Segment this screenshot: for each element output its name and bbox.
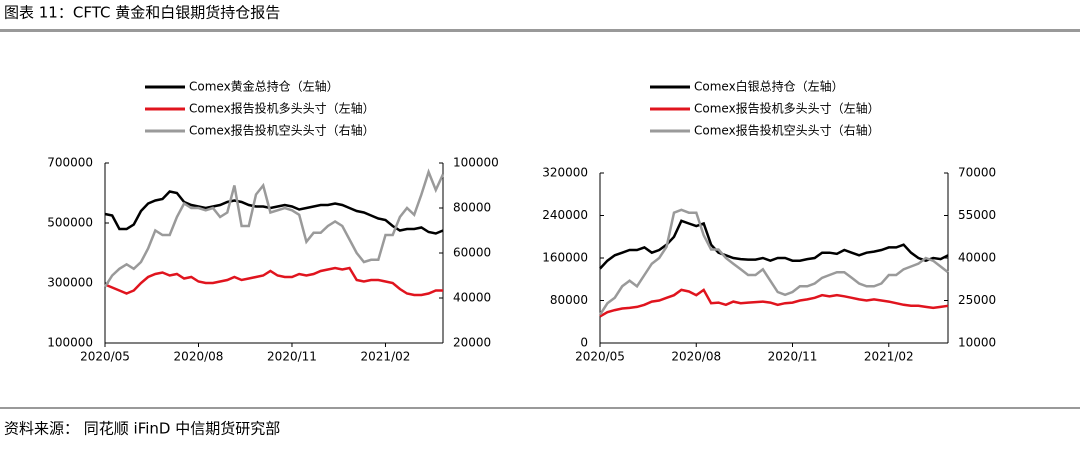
y-tick-label: 320000 <box>542 166 588 180</box>
y-tick-label: 700000 <box>47 156 93 170</box>
y2-tick-label: 20000 <box>453 336 491 350</box>
legend-label: Comex白银总持仓（左轴） <box>694 79 844 94</box>
y2-tick-label: 25000 <box>958 293 996 307</box>
source-note: 资料来源： 同花顺 iFinD 中信期货研究部 <box>4 420 280 438</box>
y2-tick-label: 70000 <box>958 166 996 180</box>
series-line <box>598 208 949 316</box>
series-line <box>599 219 949 270</box>
y-tick-label: 160000 <box>542 251 588 265</box>
series-line <box>103 168 445 288</box>
legend-label: Comex报告投机多头头寸（左轴） <box>694 101 880 116</box>
series-line <box>599 288 949 318</box>
y2-tick-label: 40000 <box>453 291 491 305</box>
y-tick-label: 300000 <box>47 276 93 290</box>
y2-tick-label: 40000 <box>958 251 996 265</box>
x-tick-label: 2020/11 <box>267 350 317 364</box>
footer-rule <box>0 407 1080 409</box>
legend-label: Comex报告投机空头头寸（右轴） <box>189 123 375 138</box>
y-tick-label: 500000 <box>47 216 93 230</box>
legend-label: Comex报告投机多头头寸（左轴） <box>189 101 375 116</box>
x-tick-label: 2021/02 <box>361 350 411 364</box>
x-tick-label: 2020/05 <box>80 350 130 364</box>
y2-tick-label: 60000 <box>453 246 491 260</box>
x-tick-label: 2020/08 <box>671 350 721 364</box>
y-tick-label: 0 <box>580 336 588 350</box>
legend-label: Comex报告投机空头头寸（右轴） <box>694 123 880 138</box>
y-tick-label: 100000 <box>47 336 93 350</box>
x-tick-label: 2020/11 <box>768 350 818 364</box>
x-tick-label: 2020/05 <box>575 350 625 364</box>
y2-tick-label: 55000 <box>958 208 996 222</box>
y2-tick-label: 100000 <box>453 156 499 170</box>
x-tick-label: 2020/08 <box>174 350 224 364</box>
series-line <box>104 190 444 235</box>
y-tick-label: 240000 <box>542 208 588 222</box>
series-line <box>104 266 443 297</box>
x-tick-label: 2021/02 <box>864 350 914 364</box>
y2-tick-label: 10000 <box>958 336 996 350</box>
header-rule <box>0 29 1080 32</box>
legend-label: Comex黄金总持仓（左轴） <box>189 79 339 94</box>
y-tick-label: 80000 <box>550 293 588 307</box>
figure-title: 图表 11：CFTC 黄金和白银期货持仓报告 <box>4 4 280 22</box>
y2-tick-label: 80000 <box>453 201 491 215</box>
